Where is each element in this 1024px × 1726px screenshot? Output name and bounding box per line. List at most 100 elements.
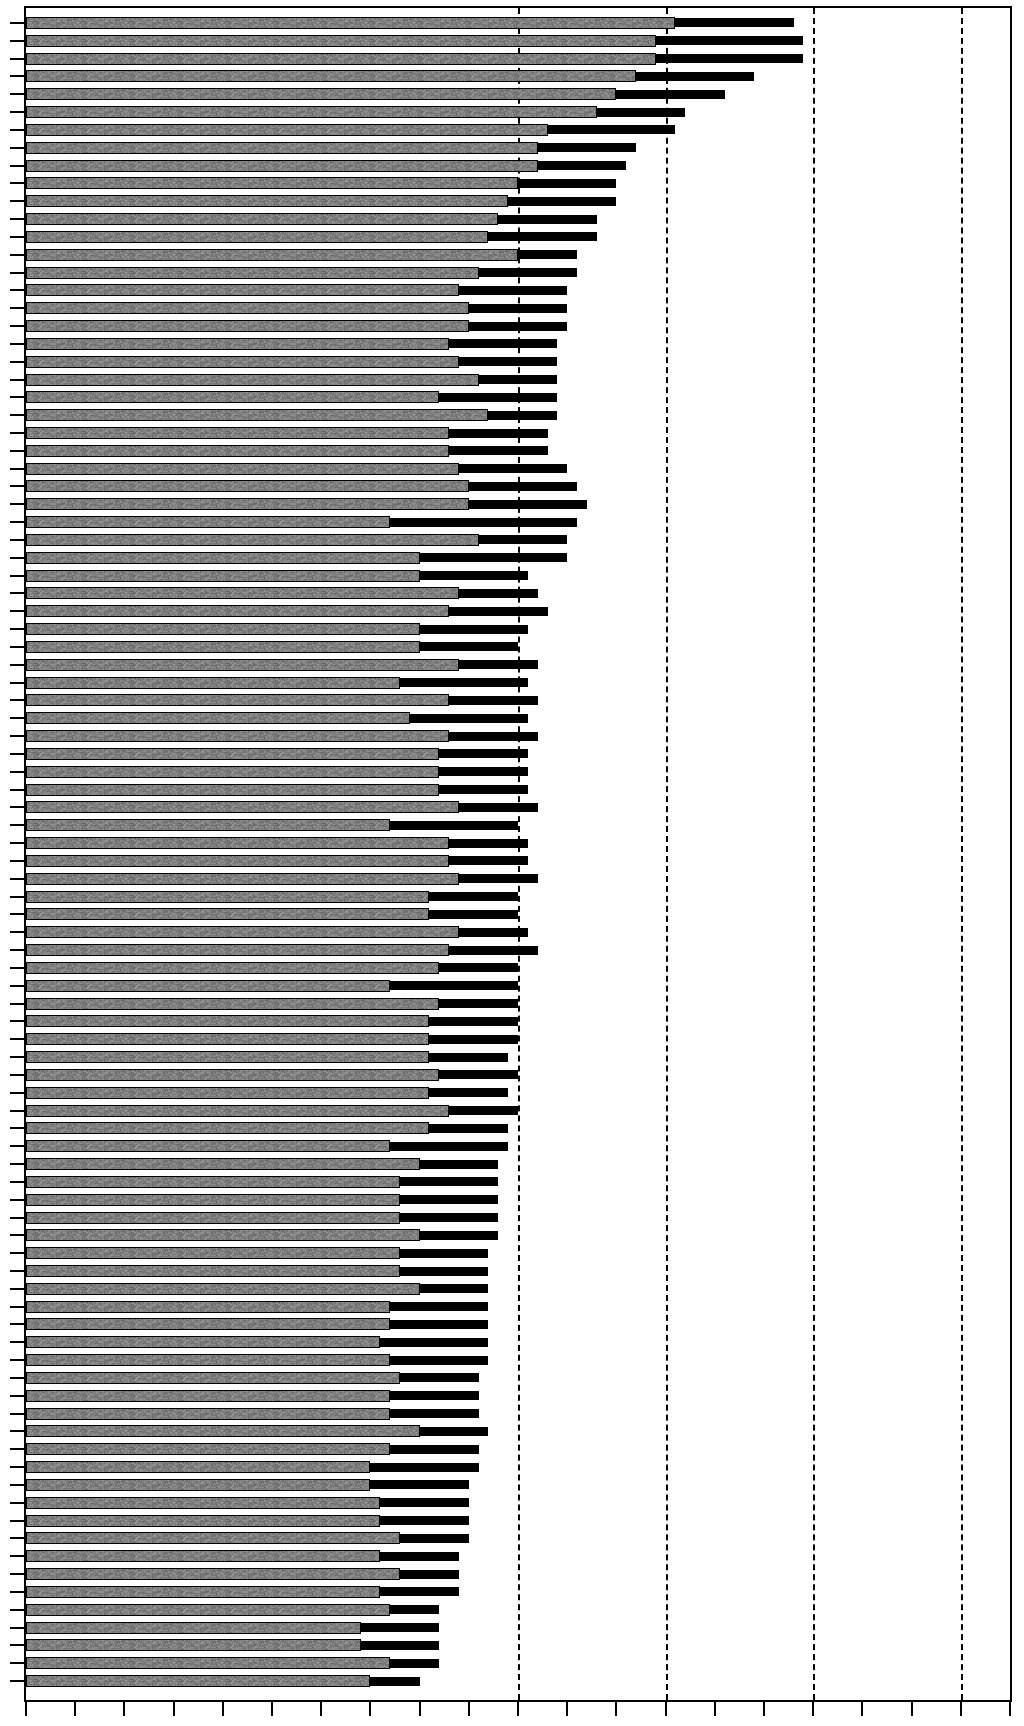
bar-front [26, 1229, 420, 1241]
y-tick [10, 1163, 24, 1165]
y-tick [10, 1127, 24, 1129]
bar-front [26, 1425, 420, 1437]
y-tick [10, 860, 24, 862]
bar-front [26, 1390, 390, 1402]
bar-front [26, 694, 449, 706]
x-tick [763, 1702, 765, 1716]
bar-front [26, 267, 479, 279]
y-tick [10, 575, 24, 577]
y-tick [10, 182, 24, 184]
bar-front [26, 944, 449, 956]
y-tick [10, 379, 24, 381]
y-tick [10, 165, 24, 167]
bar-front [26, 1033, 429, 1045]
y-tick [10, 806, 24, 808]
bar-front [26, 819, 390, 831]
bar-front [26, 195, 508, 207]
y-tick [10, 1502, 24, 1504]
bar-front [26, 1461, 370, 1473]
y-tick [10, 610, 24, 612]
y-tick [10, 468, 24, 470]
bar-front [26, 1639, 361, 1651]
y-tick [10, 1395, 24, 1397]
bar-front [26, 1675, 370, 1687]
y-tick [10, 753, 24, 755]
bar-front [26, 1105, 449, 1117]
bar-front [26, 1122, 429, 1134]
y-tick [10, 40, 24, 42]
x-tick [419, 1702, 421, 1716]
bar-front [26, 1176, 400, 1188]
bar-front [26, 124, 548, 136]
bar-front [26, 1283, 420, 1295]
y-tick [10, 1288, 24, 1290]
y-tick [10, 1110, 24, 1112]
bar-front [26, 249, 518, 261]
y-tick [10, 1520, 24, 1522]
y-tick [10, 646, 24, 648]
y-tick [10, 147, 24, 149]
y-tick [10, 1199, 24, 1201]
y-tick [10, 272, 24, 274]
y-tick [10, 985, 24, 987]
bar-front [26, 1247, 400, 1259]
y-tick [10, 75, 24, 77]
x-tick [960, 1702, 962, 1716]
y-tick [10, 1181, 24, 1183]
y-tick [10, 913, 24, 915]
y-tick [10, 1591, 24, 1593]
bar-front [26, 1265, 400, 1277]
bar-front [26, 730, 449, 742]
bar-front [26, 1497, 380, 1509]
bar-front [26, 1568, 400, 1580]
bar-front [26, 587, 459, 599]
bar-front [26, 284, 459, 296]
x-tick [517, 1702, 519, 1716]
y-tick [10, 1341, 24, 1343]
bar-front [26, 605, 449, 617]
bar-front [26, 1515, 380, 1527]
bar-front [26, 570, 420, 582]
bar-front [26, 641, 420, 653]
bar-front [26, 837, 449, 849]
bar-front [26, 1194, 400, 1206]
bar-front [26, 177, 518, 189]
y-tick [10, 129, 24, 131]
plot-area [24, 6, 1012, 1702]
y-tick [10, 254, 24, 256]
x-tick [468, 1702, 470, 1716]
bar-front [26, 1532, 400, 1544]
y-tick [10, 842, 24, 844]
bar-front [26, 677, 400, 689]
x-tick [714, 1702, 716, 1716]
y-tick [10, 521, 24, 523]
x-tick [615, 1702, 617, 1716]
bar-front [26, 1336, 380, 1348]
gridline [813, 8, 815, 1700]
bar-front [26, 1604, 390, 1616]
y-tick [10, 1430, 24, 1432]
y-tick [10, 1413, 24, 1415]
y-tick [10, 896, 24, 898]
bar-front [26, 1657, 390, 1669]
y-tick [10, 682, 24, 684]
x-tick [271, 1702, 273, 1716]
y-tick [10, 93, 24, 95]
y-tick [10, 325, 24, 327]
bar-front [26, 409, 488, 421]
y-tick [10, 1644, 24, 1646]
bar-front [26, 1015, 429, 1027]
bar-front [26, 1087, 429, 1099]
y-tick [10, 717, 24, 719]
y-tick [10, 58, 24, 60]
bar-front [26, 891, 429, 903]
y-tick [10, 414, 24, 416]
y-tick [10, 1555, 24, 1557]
bar-front [26, 1408, 390, 1420]
bar-front [26, 623, 420, 635]
y-tick [10, 1003, 24, 1005]
y-tick [10, 200, 24, 202]
y-tick [10, 307, 24, 309]
y-tick [10, 824, 24, 826]
y-tick [10, 557, 24, 559]
